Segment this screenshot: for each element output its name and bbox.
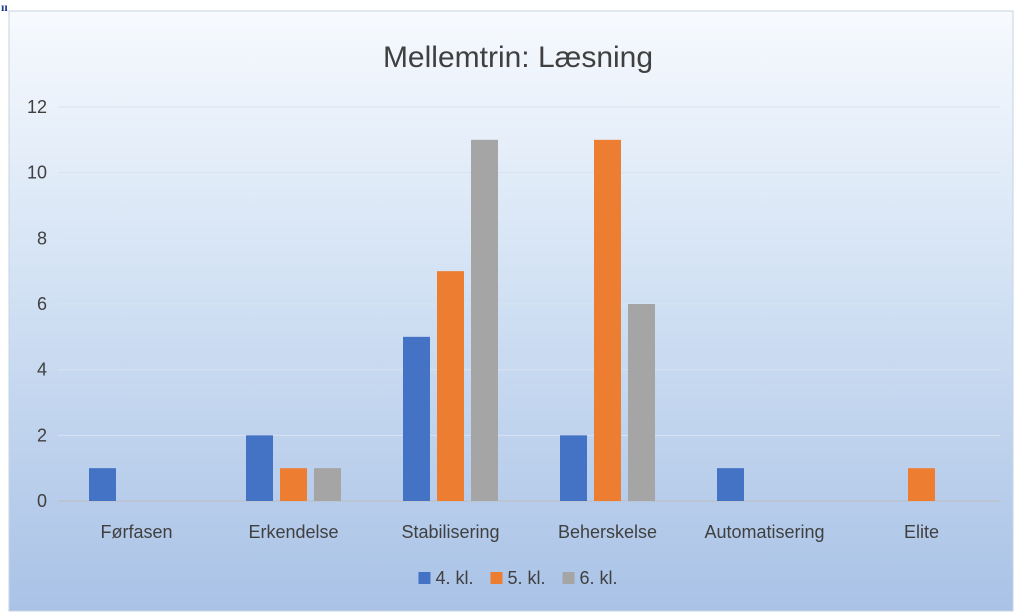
legend: 4. kl. 5. kl. 6. kl.	[418, 568, 618, 588]
gridlines	[58, 106, 1000, 502]
bar	[908, 468, 935, 501]
legend-label: 6. kl.	[580, 568, 618, 588]
x-category-label: Automatisering	[704, 522, 824, 542]
bar	[280, 468, 307, 501]
bars	[89, 139, 935, 502]
y-tick-label: 8	[37, 228, 47, 248]
bar	[437, 271, 464, 501]
x-category-label: Erkendelse	[248, 522, 338, 542]
y-tick-label: 0	[37, 491, 47, 511]
bar	[471, 139, 498, 502]
y-tick-label: 10	[27, 163, 47, 183]
x-category-label: Førfasen	[100, 522, 172, 542]
bar	[246, 435, 273, 501]
y-tick-label: 6	[37, 294, 47, 314]
legend-label: 5. kl.	[507, 568, 545, 588]
y-axis-ticks: 0 2 4 6 8 10 12	[27, 97, 47, 511]
x-category-label: Beherskelse	[558, 522, 657, 542]
legend-swatch	[490, 572, 503, 584]
bar	[717, 468, 744, 501]
bar	[628, 304, 655, 501]
y-tick-label: 4	[37, 360, 47, 380]
y-tick-label: 2	[37, 425, 47, 445]
bar	[403, 336, 430, 501]
bar	[314, 468, 341, 501]
legend-swatch	[418, 572, 431, 584]
bar	[89, 468, 116, 501]
corner-mark: ıı	[1, 0, 8, 14]
bar	[594, 139, 621, 502]
legend-label: 4. kl.	[435, 568, 473, 588]
x-axis-categories: Førfasen Erkendelse Stabilisering Beherskel…	[100, 522, 939, 542]
bar	[560, 435, 587, 501]
chart-title: Mellemtrin: Læsning	[383, 41, 653, 74]
y-tick-label: 12	[27, 97, 47, 117]
chart-area	[8, 10, 1014, 612]
x-category-label: Stabilisering	[401, 522, 499, 542]
legend-swatch	[562, 572, 575, 584]
x-category-label: Elite	[904, 522, 939, 542]
